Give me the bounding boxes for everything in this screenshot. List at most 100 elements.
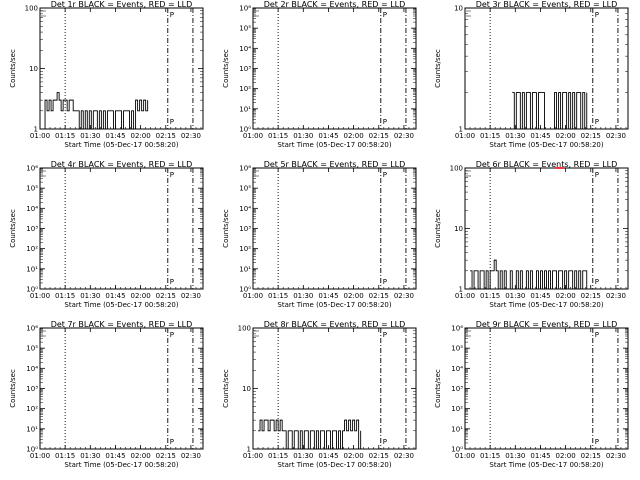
x-tick-label: 02:00 (131, 132, 151, 140)
panel-marker-top: P (595, 11, 599, 19)
plot-frame (39, 167, 204, 290)
chart-title: Det 7r BLACK = Events, RED = LLD (51, 320, 193, 329)
chart-panel-8: Det 8r BLACK = Events, RED = LLD 01:00 01:… (222, 320, 417, 469)
chart-panel-9: Det 9r BLACK = Events, RED = LLD 01:00 01:… (434, 320, 629, 469)
y-tick-label: 10¹ (26, 265, 38, 273)
y-tick-label: 10¹ (26, 425, 38, 433)
chart-title: Det 5r BLACK = Events, RED = LLD (264, 160, 406, 169)
y-tick-label: 10⁵ (451, 345, 463, 353)
x-axis-label: Start Time (05-Dec-17 00:58:20) (489, 301, 603, 309)
y-tick-label: 10⁶ (26, 325, 38, 333)
x-axis-label: Start Time (05-Dec-17 00:58:20) (64, 141, 178, 149)
chart-panel-2: Det 2r BLACK = Events, RED = LLD 01:00 01:… (222, 0, 417, 149)
y-tick-label: 10⁴ (239, 45, 251, 53)
plot-frame (464, 327, 629, 450)
x-tick-label: 01:15 (268, 292, 288, 300)
y-axis-label: Counts/sec (434, 209, 442, 248)
x-tick-label: 02:00 (344, 452, 364, 460)
x-tick-label: 02:00 (556, 452, 576, 460)
y-tick-label: 10 (454, 5, 463, 13)
panel-marker-top: P (170, 11, 174, 19)
x-axis-label: Start Time (05-Dec-17 00:58:20) (277, 301, 391, 309)
corner-marks (466, 170, 471, 177)
plot-frame (252, 7, 417, 130)
y-tick-label: 10⁵ (26, 345, 38, 353)
y-tick-label: 10⁴ (26, 205, 38, 213)
x-tick-label: 01:45 (105, 292, 125, 300)
y-axis-label: Counts/sec (434, 369, 442, 408)
chart-panel-7: Det 7r BLACK = Events, RED = LLD 01:00 01:… (9, 320, 204, 469)
x-tick-label: 01:30 (505, 132, 525, 140)
y-axis-label: Counts/sec (9, 209, 17, 248)
x-tick-label: 02:00 (344, 132, 364, 140)
x-tick-label: 02:00 (131, 292, 151, 300)
chart-title: Det 6r BLACK = Events, RED = LLD (476, 160, 618, 169)
y-tick-label: 10¹ (451, 425, 463, 433)
y-tick-label: 10³ (26, 385, 38, 393)
x-tick-label: 01:30 (293, 132, 313, 140)
x-tick-label: 01:30 (293, 292, 313, 300)
chart-panel-1: Det 1r BLACK = Events, RED = LLD 01:00 01:… (9, 0, 204, 149)
x-tick-label: 01:15 (480, 132, 500, 140)
y-tick-label: 10³ (451, 385, 463, 393)
x-tick-label: 02:15 (369, 452, 389, 460)
plot-frame (252, 167, 417, 290)
chart-title: Det 9r BLACK = Events, RED = LLD (476, 320, 618, 329)
y-tick-label: 10¹ (239, 265, 251, 273)
x-axis-label: Start Time (05-Dec-17 00:58:20) (489, 141, 603, 149)
y-tick-label: 10³ (26, 225, 38, 233)
x-tick-label: 02:15 (581, 292, 601, 300)
x-tick-label: 01:30 (80, 452, 100, 460)
x-tick-label: 02:15 (156, 132, 176, 140)
y-tick-label: 10² (26, 245, 38, 253)
y-tick-label: 10³ (239, 65, 251, 73)
x-tick-label: 02:00 (344, 292, 364, 300)
y-tick-label: 10⁴ (239, 205, 251, 213)
y-tick-label: 10² (26, 405, 38, 413)
x-tick-label: 01:45 (318, 132, 338, 140)
y-tick-label: 10⁶ (26, 165, 38, 173)
y-tick-label: 10⁰ (26, 286, 38, 294)
series-line-1 (258, 419, 362, 450)
x-tick-label: 02:30 (606, 292, 626, 300)
y-tick-label: 1 (247, 446, 251, 454)
y-tick-label: 10¹ (239, 105, 251, 113)
x-tick-label: 01:00 (455, 132, 475, 140)
y-tick-label: 10⁰ (26, 446, 38, 454)
x-tick-label: 01:30 (80, 292, 100, 300)
y-tick-label: 1 (34, 126, 38, 134)
y-tick-label: 10 (454, 225, 463, 233)
y-tick-label: 10⁰ (239, 286, 251, 294)
chart-title: Det 8r BLACK = Events, RED = LLD (264, 320, 406, 329)
y-axis-label: Counts/sec (222, 209, 230, 248)
x-tick-label: 01:00 (455, 292, 475, 300)
x-tick-label: 02:30 (181, 452, 201, 460)
x-tick-label: 02:15 (369, 132, 389, 140)
x-tick-label: 02:30 (181, 292, 201, 300)
y-tick-label: 10 (29, 65, 38, 73)
y-tick-label: 10⁴ (26, 365, 38, 373)
x-tick-label: 01:30 (505, 292, 525, 300)
panel-marker-bottom: P (383, 278, 387, 286)
chart-panel-5: Det 5r BLACK = Events, RED = LLD 01:00 01:… (222, 160, 417, 309)
chart-title: Det 1r BLACK = Events, RED = LLD (51, 0, 193, 9)
x-tick-label: 02:30 (394, 452, 414, 460)
y-axis-label: Counts/sec (9, 369, 17, 408)
y-axis-label: Counts/sec (9, 49, 17, 88)
corner-marks (41, 330, 46, 337)
x-axis-label: Start Time (05-Dec-17 00:58:20) (64, 301, 178, 309)
y-tick-label: 10⁴ (451, 365, 463, 373)
x-tick-label: 02:00 (556, 292, 576, 300)
y-tick-label: 10⁶ (239, 5, 251, 13)
panel-marker-bottom: P (595, 118, 599, 126)
corner-marks (466, 330, 471, 337)
x-axis-label: Start Time (05-Dec-17 00:58:20) (277, 141, 391, 149)
panel-marker-bottom: P (170, 278, 174, 286)
x-tick-label: 01:30 (505, 452, 525, 460)
panel-marker-bottom: P (595, 278, 599, 286)
y-tick-label: 10³ (239, 225, 251, 233)
series-line-1 (43, 92, 149, 130)
chart-panel-4: Det 4r BLACK = Events, RED = LLD 01:00 01:… (9, 160, 204, 309)
x-tick-label: 01:45 (530, 452, 550, 460)
